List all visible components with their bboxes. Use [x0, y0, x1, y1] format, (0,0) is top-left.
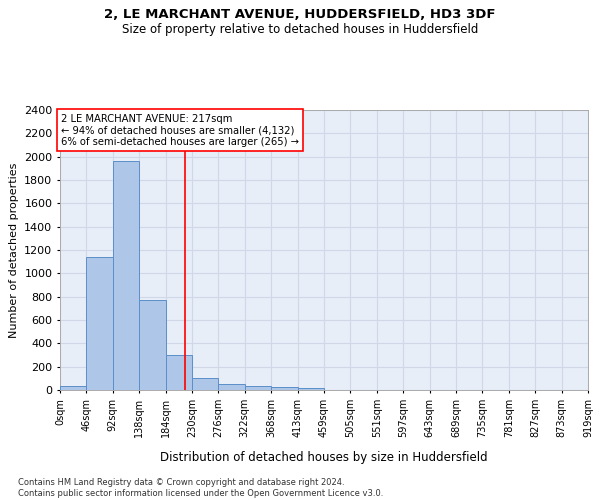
- Text: Contains HM Land Registry data © Crown copyright and database right 2024.
Contai: Contains HM Land Registry data © Crown c…: [18, 478, 383, 498]
- Text: 2 LE MARCHANT AVENUE: 217sqm
← 94% of detached houses are smaller (4,132)
6% of : 2 LE MARCHANT AVENUE: 217sqm ← 94% of de…: [61, 114, 299, 146]
- Text: Size of property relative to detached houses in Huddersfield: Size of property relative to detached ho…: [122, 22, 478, 36]
- Y-axis label: Number of detached properties: Number of detached properties: [8, 162, 19, 338]
- Bar: [271, 387, 298, 390]
- Bar: [113, 162, 139, 390]
- Bar: [139, 300, 166, 390]
- Bar: [166, 355, 192, 390]
- Bar: [60, 386, 86, 390]
- Bar: [218, 384, 245, 390]
- Text: 2, LE MARCHANT AVENUE, HUDDERSFIELD, HD3 3DF: 2, LE MARCHANT AVENUE, HUDDERSFIELD, HD3…: [104, 8, 496, 20]
- Bar: [192, 378, 218, 390]
- Bar: [245, 386, 271, 390]
- Bar: [298, 388, 324, 390]
- Bar: [86, 257, 113, 390]
- Text: Distribution of detached houses by size in Huddersfield: Distribution of detached houses by size …: [160, 451, 488, 464]
